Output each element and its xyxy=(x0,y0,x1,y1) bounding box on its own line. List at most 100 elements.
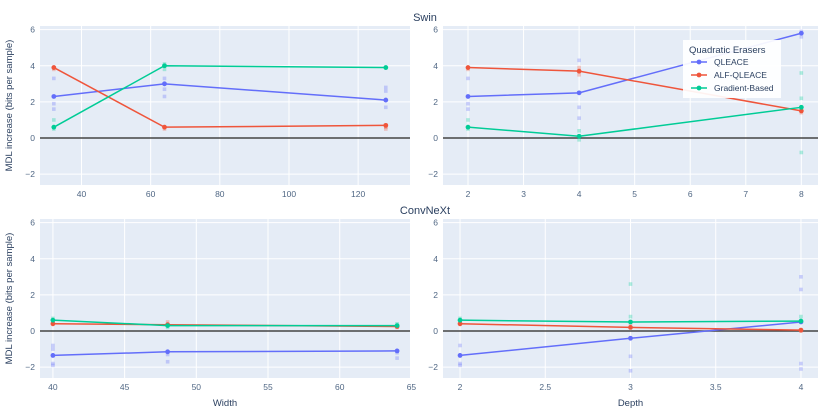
y-tick-label: 2 xyxy=(30,290,35,300)
y-tick-label: 0 xyxy=(30,133,35,143)
data-point xyxy=(383,65,389,70)
x-tick-label: 2 xyxy=(458,382,463,392)
data-point xyxy=(576,90,582,96)
data-point xyxy=(457,321,463,327)
data-point xyxy=(383,122,389,128)
sample-point xyxy=(162,94,167,99)
y-tick-label: 2 xyxy=(433,290,438,300)
x-tick-label: 65 xyxy=(407,382,417,392)
sample-point xyxy=(162,67,167,72)
sample-point xyxy=(52,107,56,111)
y-tick-label: −2 xyxy=(428,362,438,372)
sample-point xyxy=(799,367,803,371)
y-tick-label: 2 xyxy=(433,97,438,107)
data-point xyxy=(51,94,57,99)
data-point xyxy=(162,81,167,87)
x-tick-label: 4 xyxy=(577,189,582,199)
data-point xyxy=(165,349,171,355)
sample-point xyxy=(51,363,55,368)
sample-point xyxy=(458,363,462,368)
legend-marker xyxy=(696,59,702,65)
sample-point xyxy=(52,76,56,81)
y-tick-label: 4 xyxy=(433,61,438,71)
sample-point xyxy=(458,343,462,348)
sample-point xyxy=(52,101,56,106)
sample-point xyxy=(799,275,803,279)
data-point xyxy=(50,321,56,327)
sample-point xyxy=(52,118,56,122)
y-tick-label: −2 xyxy=(428,169,438,179)
legend-item: ALF-QLEACE xyxy=(714,70,767,80)
sample-point xyxy=(51,361,55,366)
y-tick-label: 6 xyxy=(433,218,438,228)
x-axis-label: Width xyxy=(213,398,237,409)
sample-point xyxy=(577,65,581,70)
sample-point xyxy=(577,138,581,142)
data-point xyxy=(394,348,400,354)
sample-point xyxy=(628,368,633,373)
data-point xyxy=(576,68,582,74)
x-tick-label: 60 xyxy=(335,382,345,392)
sample-point xyxy=(799,150,804,155)
sample-point xyxy=(799,287,803,292)
x-axis-label: Depth xyxy=(618,398,643,409)
data-point xyxy=(51,65,57,70)
data-point xyxy=(798,327,804,333)
data-point xyxy=(457,317,463,323)
data-point xyxy=(628,335,633,341)
sample-point xyxy=(383,89,388,93)
sample-point xyxy=(165,359,170,364)
subplot-title: ConvNeXt xyxy=(400,205,450,217)
data-point xyxy=(457,353,463,358)
y-tick-label: 4 xyxy=(433,254,438,264)
legend-marker xyxy=(696,72,702,78)
x-tick-label: 3 xyxy=(521,189,526,199)
sample-point xyxy=(395,356,399,360)
sample-point xyxy=(165,352,170,357)
y-tick-label: 6 xyxy=(30,25,35,35)
data-point xyxy=(465,124,471,130)
sample-point xyxy=(383,127,388,131)
sample-point xyxy=(165,320,170,324)
data-point xyxy=(798,30,804,36)
x-tick-label: 80 xyxy=(215,189,225,199)
y-tick-label: 0 xyxy=(30,326,35,336)
data-point xyxy=(394,323,400,329)
x-tick-label: 5 xyxy=(632,189,637,199)
y-axis-label: MDL increase (bits per sample) xyxy=(4,233,15,365)
y-tick-label: −2 xyxy=(25,362,35,372)
plot-area xyxy=(40,26,410,185)
data-point xyxy=(465,94,471,99)
sample-point xyxy=(628,314,633,319)
y-tick-label: −2 xyxy=(25,169,35,179)
x-tick-label: 3.5 xyxy=(710,382,722,392)
legend-marker xyxy=(696,85,702,91)
data-point xyxy=(465,65,471,70)
legend-item: Gradient-Based xyxy=(714,83,774,93)
sample-point xyxy=(799,361,803,366)
sample-point xyxy=(577,128,581,133)
x-tick-label: 60 xyxy=(146,189,156,199)
sample-point xyxy=(466,107,470,111)
data-point xyxy=(162,124,167,130)
x-tick-label: 50 xyxy=(192,382,202,392)
sample-point xyxy=(162,76,167,81)
sample-point xyxy=(51,347,55,351)
data-point xyxy=(51,124,57,130)
sample-point xyxy=(51,343,55,348)
y-tick-label: 6 xyxy=(433,25,438,35)
sample-point xyxy=(466,101,470,106)
data-point xyxy=(798,318,804,324)
y-tick-label: 0 xyxy=(433,133,438,143)
data-point xyxy=(628,325,633,330)
y-tick-label: 4 xyxy=(30,61,35,71)
sample-point xyxy=(577,116,581,120)
sample-point xyxy=(577,58,581,63)
legend-title: Quadratic Erasers xyxy=(689,45,766,56)
x-tick-label: 45 xyxy=(120,382,130,392)
x-tick-label: 2.5 xyxy=(539,382,551,392)
y-tick-label: 0 xyxy=(433,326,438,336)
